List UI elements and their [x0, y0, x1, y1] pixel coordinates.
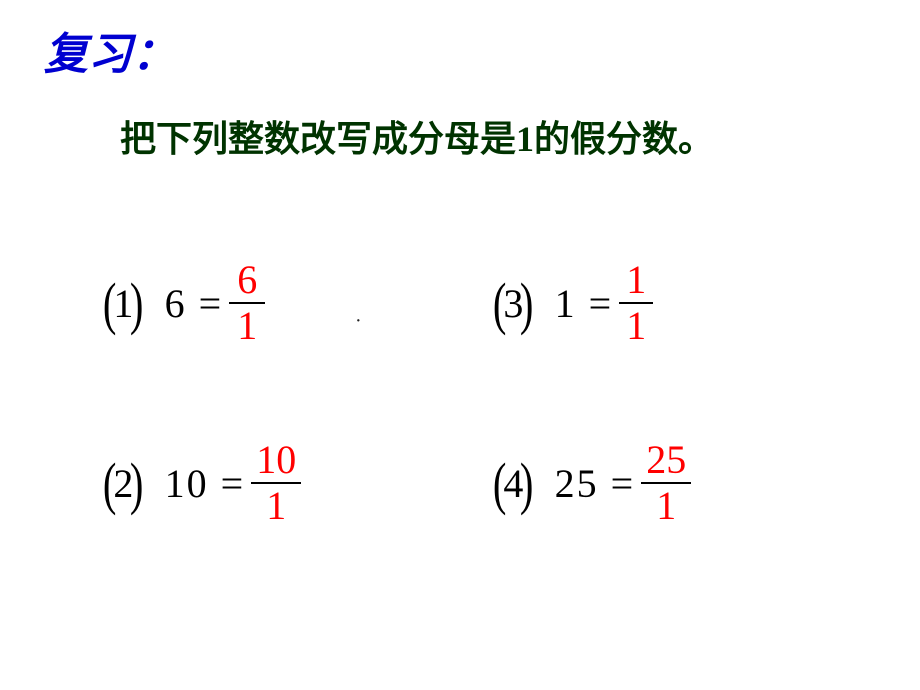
open-paren: ( — [103, 450, 117, 517]
numerator: 25 — [646, 440, 686, 480]
open-paren: ( — [103, 270, 117, 337]
review-title: 复习： — [44, 18, 176, 82]
lhs-equals: 10 = — [165, 460, 246, 507]
fraction: 61 — [229, 260, 265, 346]
slide: 复习： 把下列整数改写成分母是1的假分数。 · (1)6 =61(2)10 =1… — [0, 0, 920, 690]
instruction-text: 把下列整数改写成分母是1的假分数。 — [120, 110, 714, 162]
problem-3: (3)1 =11 — [490, 260, 653, 346]
instruction-span: 把下列整数改写成分母是1的假分数。 — [120, 119, 714, 159]
close-paren: ) — [130, 450, 144, 517]
lhs-equals: 1 = — [555, 280, 614, 327]
denominator: 1 — [656, 486, 676, 526]
fraction: 11 — [619, 260, 653, 346]
denominator: 1 — [626, 306, 646, 346]
numerator: 6 — [237, 260, 257, 300]
numerator: 1 — [626, 260, 646, 300]
numerator: 10 — [256, 440, 296, 480]
fraction: 251 — [641, 440, 691, 526]
dot-char: · — [355, 310, 362, 332]
problem-2: (2)10 =101 — [100, 440, 301, 526]
lhs-equals: 25 = — [555, 460, 636, 507]
open-paren: ( — [493, 450, 507, 517]
problem-4: (4)25 =251 — [490, 440, 691, 526]
open-paren: ( — [493, 270, 507, 337]
center-dot: · — [355, 310, 362, 333]
fraction: 101 — [251, 440, 301, 526]
close-paren: ) — [130, 270, 144, 337]
close-paren: ) — [520, 270, 534, 337]
lhs-equals: 6 = — [165, 280, 224, 327]
denominator: 1 — [266, 486, 286, 526]
denominator: 1 — [237, 306, 257, 346]
problem-1: (1) 6 =61 — [100, 260, 265, 346]
review-title-text: 复习： — [44, 30, 176, 79]
close-paren: ) — [520, 450, 534, 517]
